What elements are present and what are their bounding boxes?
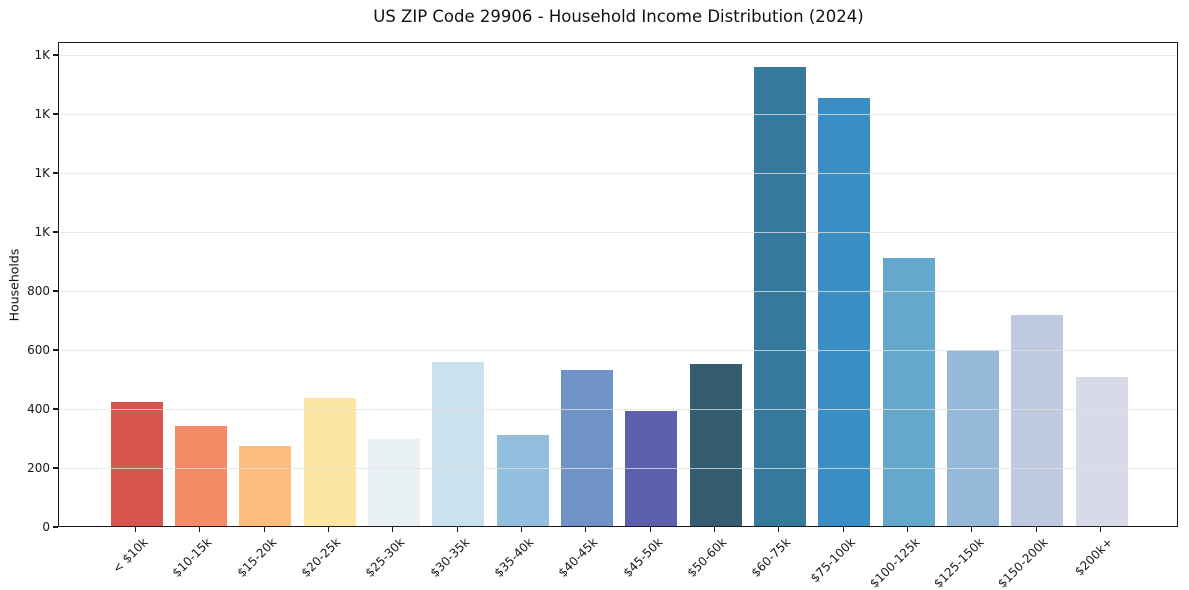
x-tick-mark — [842, 527, 844, 532]
bar — [110, 402, 163, 526]
chart-title: US ZIP Code 29906 - Household Income Dis… — [373, 7, 864, 26]
x-tick-label: $15-20k — [234, 535, 280, 580]
y-tick-label: 600 — [27, 342, 50, 357]
y-tick-mark — [53, 526, 58, 528]
x-tick-label: $100-125k — [866, 535, 923, 590]
y-tick-mark — [53, 290, 58, 292]
x-tick-label: $200k+ — [1071, 535, 1116, 579]
x-tick-label: $40-45k — [555, 535, 601, 580]
x-tick-label: $25-30k — [362, 535, 408, 580]
y-tick-mark — [53, 113, 58, 115]
y-tick-mark — [53, 467, 58, 469]
y-tick-mark — [53, 172, 58, 174]
x-tick-mark — [327, 527, 330, 532]
gridline — [59, 232, 1177, 234]
y-tick-label: 1K — [34, 165, 50, 180]
gridline — [59, 350, 1177, 352]
x-tick-mark — [971, 527, 973, 532]
x-tick-mark — [1035, 527, 1037, 532]
bar — [1011, 315, 1064, 526]
gridline — [59, 468, 1177, 470]
bar — [1075, 377, 1128, 526]
x-tick-label: < $10k — [109, 535, 151, 576]
y-tick-label: 800 — [27, 283, 50, 298]
x-tick-mark — [392, 527, 394, 532]
x-tick-label: $150-200k — [995, 535, 1052, 590]
y-tick-label: 400 — [27, 401, 50, 416]
x-tick-mark — [199, 527, 201, 532]
bar — [367, 438, 420, 526]
bar — [753, 67, 806, 526]
x-tick-label: $20-25k — [298, 535, 344, 580]
x-tick-mark — [585, 527, 587, 532]
y-tick-label: 1K — [34, 47, 50, 62]
y-tick-mark — [53, 231, 58, 233]
bar — [303, 397, 356, 526]
x-tick-label: $30-35k — [427, 535, 473, 580]
bar — [174, 425, 227, 526]
gridline — [59, 114, 1177, 116]
x-tick-label: $35-40k — [491, 535, 537, 580]
x-tick-mark — [649, 527, 651, 532]
y-tick-mark — [53, 408, 58, 410]
x-tick-mark — [713, 527, 716, 532]
x-tick-mark — [1099, 527, 1102, 532]
x-tick-mark — [778, 527, 780, 532]
x-tick-mark — [520, 527, 523, 532]
bar — [946, 350, 999, 526]
x-tick-label: $45-50k — [620, 535, 666, 580]
x-tick-label: $50-60k — [684, 535, 730, 580]
x-tick-mark — [456, 527, 458, 532]
y-tick-mark — [53, 349, 58, 351]
bar — [560, 369, 613, 526]
gridline — [59, 173, 1177, 175]
bar — [239, 446, 292, 526]
x-tick-label: $10-15k — [169, 535, 215, 580]
gridline — [59, 55, 1177, 57]
x-tick-mark — [263, 527, 265, 532]
x-tick-label: $125-150k — [931, 535, 987, 590]
bar — [496, 434, 549, 526]
bar — [625, 410, 678, 526]
bar — [689, 363, 742, 526]
x-tick-label: $60-75k — [748, 535, 794, 580]
gridline — [59, 409, 1177, 411]
y-tick-label: 1K — [34, 106, 50, 121]
plot-area — [58, 42, 1178, 527]
x-tick-label: $75-100k — [807, 535, 859, 586]
bar — [882, 257, 935, 526]
bar — [432, 362, 485, 526]
y-tick-mark — [53, 54, 58, 56]
y-tick-label: 1K — [34, 224, 50, 239]
y-tick-label: 200 — [27, 460, 50, 475]
x-tick-mark — [906, 527, 909, 532]
bar — [818, 98, 871, 526]
y-tick-label: 0 — [42, 520, 50, 534]
gridline — [59, 291, 1177, 293]
x-tick-mark — [134, 527, 137, 532]
